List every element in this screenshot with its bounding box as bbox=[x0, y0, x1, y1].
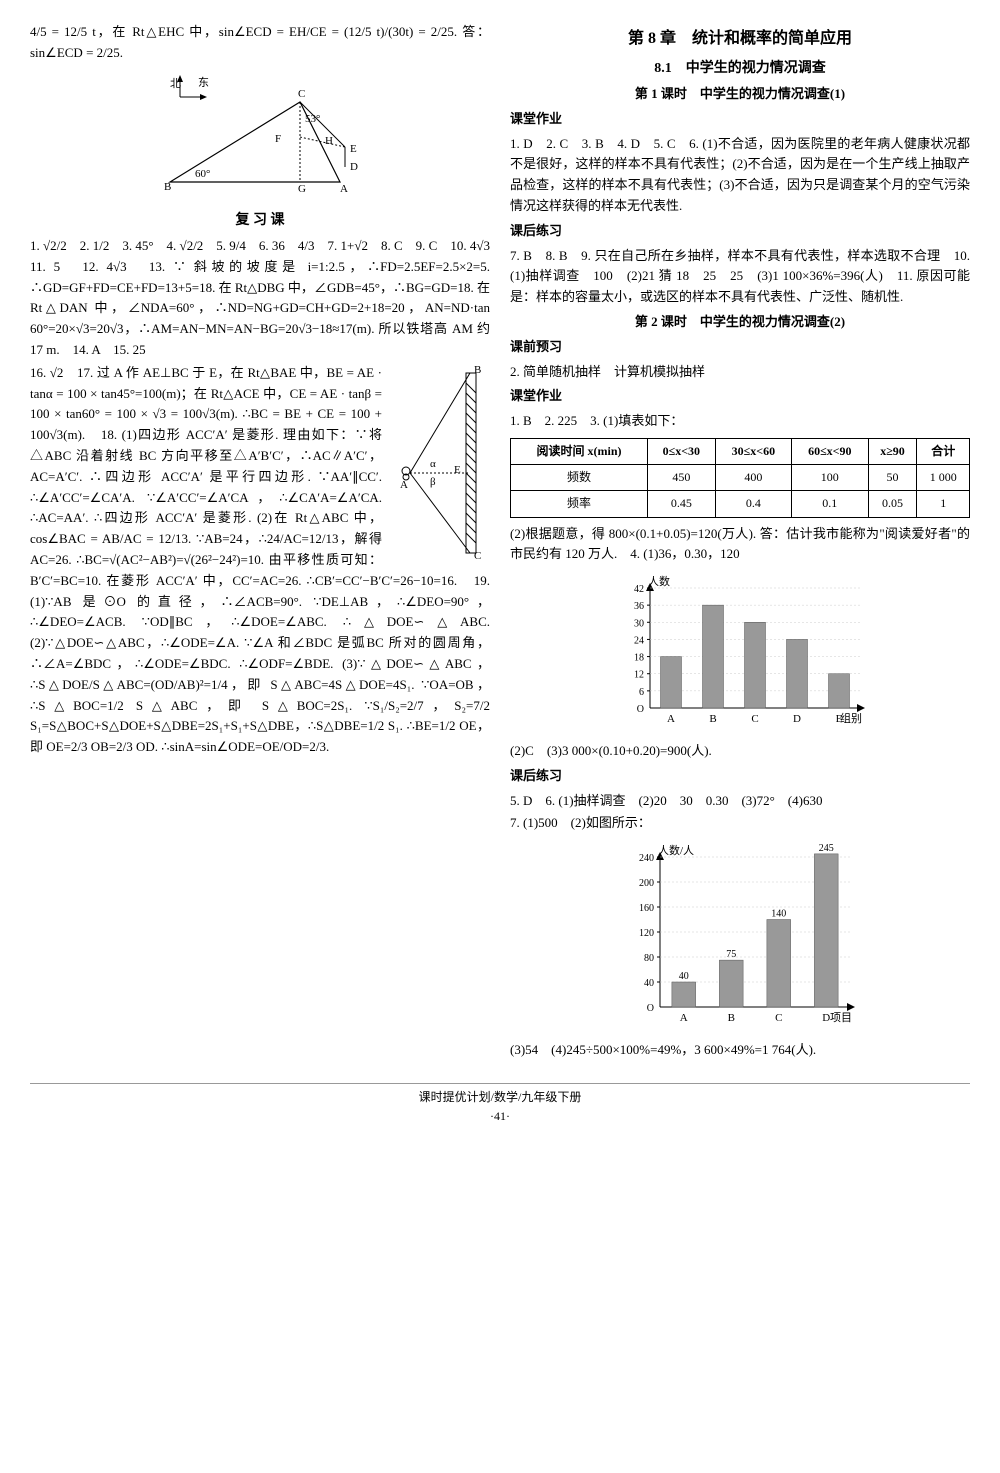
svg-text:C: C bbox=[775, 1012, 782, 1024]
svg-text:A: A bbox=[340, 183, 348, 195]
bar-chart-2: 4080120160200240O人数/人A40B75C140D245项目 bbox=[510, 842, 970, 1032]
frequency-table: 阅读时间 x(min)0≤x<3030≤x<6060≤x<90x≥90合计 频数… bbox=[510, 438, 970, 518]
table-cell: 400 bbox=[715, 465, 791, 491]
table-cell: 0.4 bbox=[715, 491, 791, 517]
after-table-text: (2)根据题意，得 800×(0.1+0.05)=120(万人). 答：估计我市… bbox=[510, 524, 970, 566]
svg-text:24: 24 bbox=[634, 636, 644, 647]
table-cell: 1 000 bbox=[917, 465, 970, 491]
homework-label: 课后练习 bbox=[510, 221, 970, 242]
table-header: 60≤x<90 bbox=[792, 438, 868, 464]
review-answers-block-1: 1. √2/2 2. 1/2 3. 45° 4. √2/2 5. 9/4 6. … bbox=[30, 236, 490, 361]
svg-text:人数/人: 人数/人 bbox=[658, 844, 694, 857]
lesson2-title: 第 2 课时 中学生的视力情况调查(2) bbox=[510, 312, 970, 333]
table-cell: 0.1 bbox=[792, 491, 868, 517]
svg-text:B: B bbox=[709, 713, 716, 725]
table-row: 频率0.450.40.10.051 bbox=[511, 491, 970, 517]
bar-chart-1: 6121824303642O人数ABCDE组别 bbox=[510, 573, 970, 733]
north-label: 北 bbox=[170, 77, 181, 90]
svg-text:A: A bbox=[667, 713, 675, 725]
svg-text:240: 240 bbox=[639, 853, 654, 864]
svg-text:75: 75 bbox=[726, 949, 736, 960]
svg-text:A: A bbox=[400, 479, 408, 491]
lesson1-title: 第 1 课时 中学生的视力情况调查(1) bbox=[510, 84, 970, 105]
svg-text:140: 140 bbox=[771, 909, 786, 920]
table-cell: 0.45 bbox=[648, 491, 716, 517]
q7-intro: 7. (1)500 (2)如图所示： bbox=[510, 813, 970, 834]
table-header: 合计 bbox=[917, 438, 970, 464]
lesson2-classwork-intro: 1. B 2. 225 3. (1)填表如下： bbox=[510, 411, 970, 432]
svg-text:O: O bbox=[647, 1003, 654, 1014]
left-column: 4/5 = 12/5 t，在 Rt△EHC 中，sin∠ECD = EH/CE … bbox=[30, 20, 490, 1063]
classwork-label-2: 课堂作业 bbox=[510, 386, 970, 407]
svg-text:53°: 53° bbox=[305, 113, 320, 125]
section-title: 8.1 中学生的视力情况调查 bbox=[510, 58, 970, 80]
svg-text:C: C bbox=[298, 88, 305, 100]
svg-text:42: 42 bbox=[634, 584, 644, 595]
footer-text: 课时提优计划/数学/九年级下册 bbox=[419, 1090, 582, 1104]
svg-text:项目: 项目 bbox=[830, 1011, 852, 1024]
page-footer: 课时提优计划/数学/九年级下册 ·41· bbox=[30, 1083, 970, 1126]
svg-text:120: 120 bbox=[639, 928, 654, 939]
svg-text:40: 40 bbox=[644, 978, 654, 989]
svg-text:B: B bbox=[728, 1012, 735, 1024]
svg-text:245: 245 bbox=[819, 843, 834, 854]
svg-text:O: O bbox=[637, 704, 644, 715]
svg-text:H: H bbox=[325, 135, 333, 147]
svg-text:12: 12 bbox=[634, 670, 644, 681]
svg-text:200: 200 bbox=[639, 878, 654, 889]
table-cell: 频率 bbox=[511, 491, 648, 517]
table-cell: 450 bbox=[648, 465, 716, 491]
lesson1-homework: 7. B 8. B 9. 只在自己所在乡抽样，样本不具有代表性，样本选取不合理 … bbox=[510, 246, 970, 308]
svg-text:D: D bbox=[350, 161, 358, 173]
tower-diagram: B A C E α β bbox=[390, 363, 490, 563]
svg-text:160: 160 bbox=[639, 903, 654, 914]
chapter-title: 第 8 章 统计和概率的简单应用 bbox=[510, 26, 970, 52]
east-label: 东 bbox=[198, 76, 209, 89]
table-header: 30≤x<60 bbox=[715, 438, 791, 464]
table-cell: 50 bbox=[868, 465, 917, 491]
page-number: ·41· bbox=[30, 1107, 970, 1126]
table-header: 阅读时间 x(min) bbox=[511, 438, 648, 464]
svg-text:C: C bbox=[474, 550, 481, 562]
homework-label-2: 课后练习 bbox=[510, 766, 970, 787]
preview-label: 课前预习 bbox=[510, 337, 970, 358]
table-header: 0≤x<30 bbox=[648, 438, 716, 464]
table-cell: 0.05 bbox=[868, 491, 917, 517]
table-row: 频数450400100501 000 bbox=[511, 465, 970, 491]
svg-text:组别: 组别 bbox=[840, 711, 862, 725]
svg-text:6: 6 bbox=[639, 687, 644, 698]
svg-text:E: E bbox=[454, 464, 461, 476]
lesson1-classwork: 1. D 2. C 3. B 4. D 5. C 6. (1)不合适，因为医院里… bbox=[510, 134, 970, 217]
svg-text:人数: 人数 bbox=[648, 575, 670, 588]
opening-text: 4/5 = 12/5 t，在 Rt△EHC 中，sin∠ECD = EH/CE … bbox=[30, 22, 490, 64]
right-column: 第 8 章 统计和概率的简单应用 8.1 中学生的视力情况调查 第 1 课时 中… bbox=[510, 20, 970, 1063]
table-cell: 100 bbox=[792, 465, 868, 491]
classwork-label: 课堂作业 bbox=[510, 109, 970, 130]
svg-text:80: 80 bbox=[644, 953, 654, 964]
svg-text:B: B bbox=[474, 364, 481, 376]
svg-text:30: 30 bbox=[634, 618, 644, 629]
svg-text:C: C bbox=[751, 713, 758, 725]
after-chart1-text: (2)C (3)3 000×(0.10+0.20)=900(人). bbox=[510, 741, 970, 762]
svg-text:B: B bbox=[164, 181, 171, 193]
triangle-diagram-1: 北 东 60° 53° B G A C E D F H bbox=[30, 72, 490, 202]
svg-text:18: 18 bbox=[634, 653, 644, 664]
svg-text:E: E bbox=[350, 143, 357, 155]
svg-text:β: β bbox=[430, 476, 436, 488]
lesson2-homework-intro: 5. D 6. (1)抽样调查 (2)20 30 0.30 (3)72° (4)… bbox=[510, 791, 970, 812]
svg-text:40: 40 bbox=[679, 971, 689, 982]
svg-text:α: α bbox=[430, 458, 436, 470]
lesson2-preview: 2. 简单随机抽样 计算机模拟抽样 bbox=[510, 362, 970, 383]
svg-text:F: F bbox=[275, 133, 281, 145]
table-cell: 频数 bbox=[511, 465, 648, 491]
after-chart2-text: (3)54 (4)245÷500×100%=49%，3 600×49%=1 76… bbox=[510, 1040, 970, 1061]
table-header: x≥90 bbox=[868, 438, 917, 464]
svg-text:G: G bbox=[298, 183, 306, 195]
review-lesson-title: 复 习 课 bbox=[30, 210, 490, 232]
svg-text:D: D bbox=[793, 713, 801, 725]
svg-text:A: A bbox=[680, 1012, 688, 1024]
table-cell: 1 bbox=[917, 491, 970, 517]
svg-text:36: 36 bbox=[634, 601, 644, 612]
svg-text:60°: 60° bbox=[195, 168, 210, 180]
